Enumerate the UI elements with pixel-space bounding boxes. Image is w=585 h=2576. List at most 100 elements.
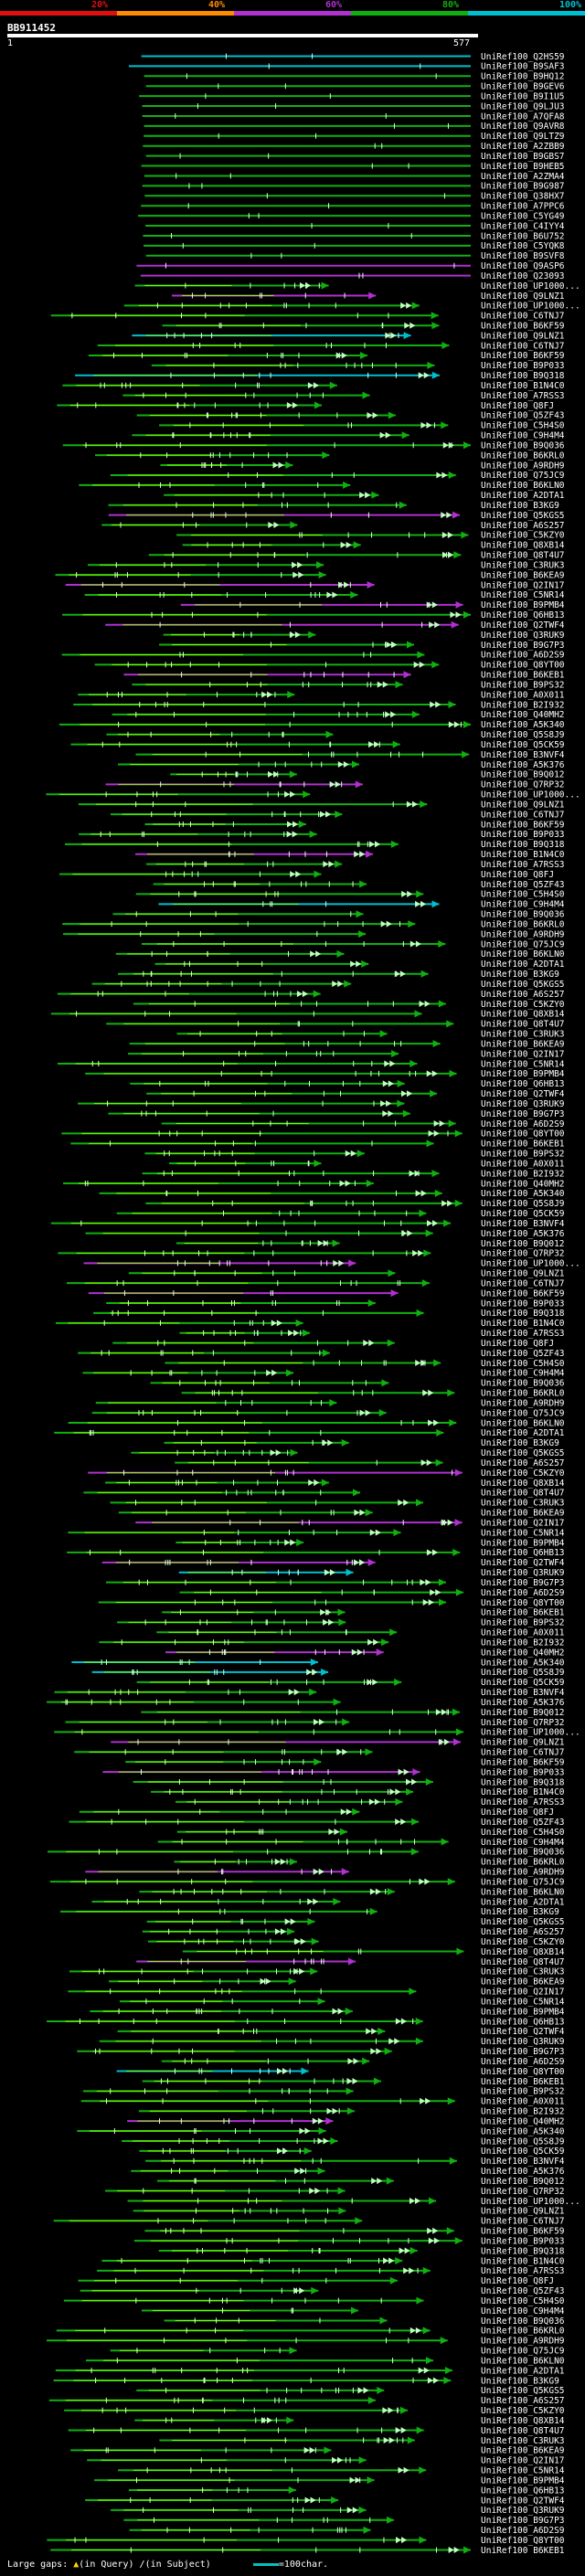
hit-label[interactable]: UniRef100_Q9ASP6	[481, 261, 565, 271]
hit-label[interactable]: UniRef100_Q2IN17	[481, 2456, 565, 2466]
hit-label[interactable]: UniRef100_Q8YT00	[481, 1129, 565, 1140]
hit-label[interactable]: UniRef100_C9H4M4	[481, 900, 565, 910]
hit-row[interactable]: UniRef100_Q5CK59	[139, 2147, 565, 2157]
hit-label[interactable]: UniRef100_A6S257	[481, 990, 565, 1000]
hit-row[interactable]: UniRef100_UP1000...	[127, 2197, 580, 2207]
hit-row[interactable]: UniRef100_Q7RP32	[65, 1718, 565, 1728]
hit-label[interactable]: UniRef100_B9HEB5	[481, 162, 565, 172]
hit-label[interactable]: UniRef100_A2DTA1	[481, 2366, 565, 2376]
hit-row[interactable]: UniRef100_B9P033	[102, 1767, 565, 1777]
hit-row[interactable]: UniRef100_B9Q036	[48, 1848, 565, 1858]
hit-row[interactable]: UniRef100_A7RSS3	[176, 1797, 565, 1807]
hit-row[interactable]: UniRef100_Q2IN17	[65, 580, 565, 590]
hit-label[interactable]: UniRef100_B2I932	[481, 1169, 565, 1179]
hit-label[interactable]: UniRef100_Q3RUK9	[481, 2037, 565, 2047]
hit-row[interactable]: UniRef100_C5KZY0	[133, 1000, 565, 1010]
hit-row[interactable]: UniRef100_C6TNJ7	[50, 312, 565, 322]
hit-label[interactable]: UniRef100_Q9LNZ1	[481, 2207, 565, 2217]
hit-row[interactable]: UniRef100_B9HEB5	[141, 162, 565, 172]
hit-label[interactable]: UniRef100_A7RSS3	[481, 1329, 565, 1339]
hit-row[interactable]: UniRef100_Q5ZF43	[78, 1349, 565, 1359]
hit-label[interactable]: UniRef100_B6KLN0	[481, 949, 565, 959]
hit-row[interactable]: UniRef100_Q5CK59	[70, 740, 565, 750]
hit-row[interactable]: UniRef100_B9Q318	[64, 840, 565, 850]
hit-row[interactable]: UniRef100_UP1000...	[54, 1728, 580, 1738]
hit-row[interactable]: UniRef100_B9SAF3	[128, 62, 565, 72]
hit-label[interactable]: UniRef100_B9Q036	[481, 2316, 565, 2327]
hit-row[interactable]: UniRef100_B1N4C0	[151, 1787, 565, 1797]
hit-label[interactable]: UniRef100_A5K340	[481, 2126, 565, 2136]
hit-row[interactable]: UniRef100_A2DTA1	[164, 491, 565, 501]
hit-label[interactable]: UniRef100_Q6HB13	[481, 2017, 565, 2027]
hit-row[interactable]: UniRef100_Q8T4U7	[68, 2426, 565, 2436]
hit-row[interactable]: UniRef100_C5NR14	[119, 1997, 565, 2007]
hit-label[interactable]: UniRef100_C5YQK8	[481, 241, 565, 251]
hit-row[interactable]: UniRef100_B9G987	[142, 182, 565, 192]
hit-label[interactable]: UniRef100_Q5ZF43	[481, 880, 565, 890]
hit-label[interactable]: UniRef100_C9H4M4	[481, 431, 565, 441]
hit-label[interactable]: UniRef100_Q5CK59	[481, 2147, 565, 2157]
hit-label[interactable]: UniRef100_UP1000...	[481, 1728, 580, 1738]
hit-label[interactable]: UniRef100_Q7RP32	[481, 1249, 565, 1259]
hit-row[interactable]: UniRef100_B9P033	[106, 1299, 565, 1309]
hit-row[interactable]: UniRef100_B9Q036	[150, 1379, 565, 1389]
hit-label[interactable]: UniRef100_B9GEV6	[481, 82, 565, 92]
hit-label[interactable]: UniRef100_Q40MH2	[481, 2116, 565, 2126]
hit-row[interactable]: UniRef100_B6KEA9	[109, 1977, 565, 1988]
hit-label[interactable]: UniRef100_Q8FJ	[481, 1807, 554, 1818]
hit-label[interactable]: UniRef100_Q8T4U7	[481, 1020, 565, 1030]
hit-label[interactable]: UniRef100_A2DTA1	[481, 1897, 565, 1907]
hit-row[interactable]: UniRef100_Q8T4U7	[83, 1489, 565, 1499]
hit-row[interactable]: UniRef100_B9PS32	[132, 680, 565, 690]
hit-label[interactable]: UniRef100_UP1000...	[481, 302, 580, 312]
hit-label[interactable]: UniRef100_Q40MH2	[481, 1179, 565, 1189]
hit-label[interactable]: UniRef100_Q6HB13	[481, 2486, 565, 2496]
hit-label[interactable]: UniRef100_Q75JC9	[481, 471, 565, 481]
hit-row[interactable]: UniRef100_B2I932	[142, 1169, 565, 1179]
hit-row[interactable]: UniRef100_C5H4S0	[135, 890, 565, 900]
hit-label[interactable]: UniRef100_B9I1U5	[481, 91, 565, 101]
hit-label[interactable]: UniRef100_C6TNJ7	[481, 1748, 565, 1758]
hit-row[interactable]: UniRef100_Q3RUK9	[178, 1568, 565, 1578]
hit-row[interactable]: UniRef100_A5K376	[85, 1229, 565, 1239]
hit-label[interactable]: UniRef100_Q2IN17	[481, 580, 565, 590]
hit-row[interactable]: UniRef100_C5NR14	[68, 1528, 565, 1538]
hit-label[interactable]: UniRef100_C5KZY0	[481, 1937, 565, 1947]
hit-row[interactable]: UniRef100_B9G7P3	[159, 641, 565, 651]
hit-label[interactable]: UniRef100_B1N4C0	[481, 1787, 565, 1797]
hit-row[interactable]: UniRef100_B6KEB1	[50, 2546, 565, 2555]
hit-label[interactable]: UniRef100_Q2IN17	[481, 1988, 565, 1998]
hit-label[interactable]: UniRef100_B6KEA9	[481, 1977, 565, 1988]
hit-label[interactable]: UniRef100_Q3RUK9	[481, 1099, 565, 1109]
hit-label[interactable]: UniRef100_A0X011	[481, 1159, 565, 1169]
hit-row[interactable]: UniRef100_B6U752	[143, 231, 565, 241]
hit-row[interactable]: UniRef100_B9G7P3	[123, 2516, 565, 2526]
hit-label[interactable]: UniRef100_C9H4M4	[481, 1369, 565, 1379]
hit-row[interactable]: UniRef100_A2DTA1	[91, 1897, 565, 1907]
hit-label[interactable]: UniRef100_A7RSS3	[481, 860, 565, 870]
hit-label[interactable]: UniRef100_Q5S8J9	[481, 730, 565, 740]
hit-label[interactable]: UniRef100_B3KG9	[481, 2376, 559, 2386]
hit-label[interactable]: UniRef100_Q8FJ	[481, 2276, 554, 2286]
hit-row[interactable]: UniRef100_B9PS32	[117, 1618, 565, 1628]
hit-row[interactable]: UniRef100_Q6HB13	[67, 1548, 565, 1558]
hit-label[interactable]: UniRef100_Q2IN17	[481, 1049, 565, 1059]
hit-row[interactable]: UniRef100_Q3RUK9	[163, 631, 565, 641]
hit-label[interactable]: UniRef100_Q5KGS5	[481, 2386, 565, 2396]
hit-row[interactable]: UniRef100_A9RDH9	[95, 1398, 565, 1408]
hit-label[interactable]: UniRef100_C5NR14	[481, 2466, 565, 2476]
hit-row[interactable]: UniRef100_B1N4C0	[101, 2256, 565, 2266]
hit-label[interactable]: UniRef100_Q5CK59	[481, 1678, 565, 1688]
hit-row[interactable]: UniRef100_B6KEB1	[162, 1608, 565, 1618]
hit-row[interactable]: UniRef100_Q6HB13	[130, 1079, 565, 1089]
hit-label[interactable]: UniRef100_Q2TWF4	[481, 1089, 565, 1099]
hit-row[interactable]: UniRef100_UP1000...	[134, 281, 580, 292]
hit-label[interactable]: UniRef100_C5H4S0	[481, 421, 565, 431]
hit-label[interactable]: UniRef100_A9RDH9	[481, 1398, 565, 1408]
hit-label[interactable]: UniRef100_B6KLN0	[481, 481, 565, 491]
hit-label[interactable]: UniRef100_A9RDH9	[481, 461, 565, 471]
hit-row[interactable]: UniRef100_B3NVF4	[54, 1688, 565, 1698]
hit-label[interactable]: UniRef100_B1N4C0	[481, 381, 565, 391]
hit-label[interactable]: UniRef100_B9SAF3	[481, 62, 565, 72]
hit-label[interactable]: UniRef100_B9P033	[481, 1299, 565, 1309]
